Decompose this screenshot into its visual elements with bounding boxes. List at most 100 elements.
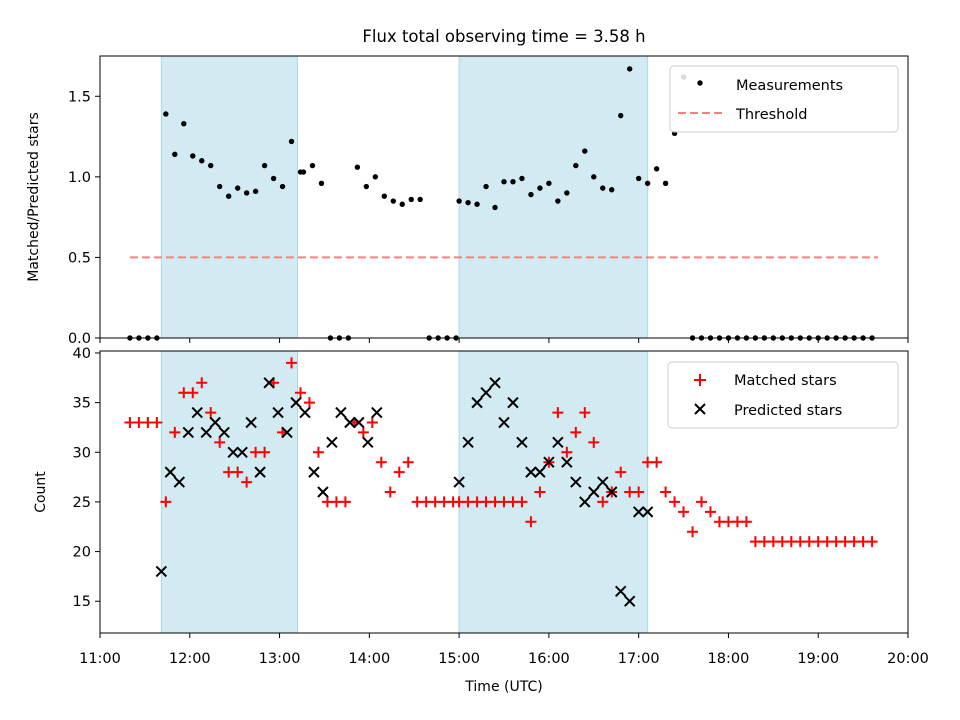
measurement-point — [573, 162, 579, 169]
predicted-marker — [579, 496, 591, 508]
measurement-point — [546, 180, 552, 187]
measurement-point — [501, 178, 507, 185]
predicted-marker — [299, 406, 311, 419]
x-tick-label: 19:00 — [797, 651, 839, 667]
predicted-marker — [254, 466, 266, 478]
x-tick-label: 15:00 — [438, 651, 480, 667]
measurement-point — [225, 193, 232, 199]
predicted-marker — [308, 466, 320, 478]
measurement-point — [261, 162, 268, 169]
top-y-axis-label: Matched/Predicted stars — [26, 112, 42, 282]
predicted-marker — [371, 406, 383, 419]
x-tick-label: 14:00 — [348, 651, 390, 667]
measurement-point — [172, 151, 178, 157]
top-y-tick-label: 1.0 — [68, 170, 91, 186]
predicted-marker — [453, 476, 465, 488]
matched-marker — [651, 456, 663, 468]
predicted-marker — [632, 506, 645, 518]
measurement-point — [417, 196, 423, 203]
predicted-marker — [281, 426, 293, 439]
measurement-point — [399, 201, 405, 207]
measurement-point — [318, 180, 325, 187]
matched-marker — [402, 456, 414, 468]
predicted-marker — [317, 486, 329, 498]
predicted-marker — [173, 476, 186, 488]
measurement-point — [363, 183, 370, 190]
chart-title: Flux total observing time = 3.58 h — [362, 27, 645, 46]
matched-marker — [375, 456, 387, 468]
legend-measurements-label: Measurements — [736, 78, 843, 94]
bottom-legend: Matched stars Predicted stars — [667, 361, 899, 429]
matched-marker — [704, 506, 716, 518]
x-tick-label: 17:00 — [618, 651, 660, 667]
predicted-marker — [462, 436, 474, 449]
matched-marker — [232, 466, 244, 478]
predicted-marker — [362, 436, 374, 449]
measurement-point — [372, 174, 379, 180]
matched-marker — [687, 526, 699, 538]
top-axes-frame — [99, 55, 909, 339]
measurement-point — [591, 174, 597, 180]
matched-marker — [393, 466, 405, 478]
predicted-marker — [155, 565, 168, 578]
predicted-marker — [200, 426, 212, 439]
matched-marker — [169, 426, 181, 438]
measurement-point — [309, 162, 316, 169]
matched-marker — [696, 496, 708, 508]
predicted-marker — [209, 416, 221, 429]
bottom-y-tick-label: 35 — [73, 396, 91, 412]
predicted-marker — [326, 436, 338, 449]
measurement-point — [635, 175, 642, 182]
measurement-point — [465, 199, 471, 206]
legend-matched-label: Matched stars — [734, 373, 837, 389]
predicted-marker — [353, 416, 365, 429]
bottom-axes-frame — [99, 350, 909, 634]
matched-marker — [561, 446, 573, 458]
measurement-point — [252, 188, 259, 195]
measurement-point — [217, 183, 223, 190]
legend-threshold-label: Threshold — [735, 107, 807, 123]
bottom-shaded-intervals — [160, 350, 649, 634]
matched-marker — [187, 387, 199, 399]
measurement-point — [483, 183, 489, 190]
predicted-marker — [471, 396, 483, 409]
legend-predicted-marker — [694, 403, 706, 415]
measurement-point — [354, 164, 361, 170]
predicted-marker — [623, 595, 636, 607]
predicted-series — [155, 377, 654, 607]
top-y-ticks: 0.0 0.5 1.0 1.5 — [68, 89, 100, 347]
measurement-point — [582, 148, 588, 154]
matched-marker — [516, 496, 528, 508]
predicted-marker — [344, 416, 356, 429]
measurement-point — [600, 185, 606, 191]
legend-measurement-marker — [697, 80, 703, 86]
measurement-point — [190, 153, 196, 159]
measurement-point — [181, 120, 187, 127]
matched-marker — [525, 516, 537, 528]
x-tick-label: 16:00 — [528, 651, 570, 667]
matched-marker — [259, 446, 271, 458]
matched-marker — [615, 466, 627, 478]
matched-marker — [633, 486, 645, 498]
predicted-marker — [507, 396, 519, 409]
predicted-marker — [218, 426, 230, 439]
predicted-marker — [543, 456, 555, 468]
x-tick-label: 20:00 — [887, 651, 929, 667]
measurement-point — [300, 169, 307, 175]
measurement-point — [270, 175, 277, 182]
matched-marker — [312, 446, 324, 458]
bottom-y-tick-label: 40 — [73, 346, 91, 362]
top-y-tick-label: 1.5 — [68, 89, 91, 105]
matched-marker — [552, 407, 564, 419]
predicted-marker — [534, 466, 546, 478]
measurement-point — [618, 112, 624, 119]
matched-marker — [366, 416, 378, 428]
legend-matched-marker — [694, 374, 706, 386]
predicted-marker — [606, 486, 618, 498]
measurement-point — [519, 175, 525, 182]
measurement-point — [408, 196, 414, 203]
top-x-ticks — [99, 338, 909, 343]
x-tick-label: 18:00 — [708, 651, 750, 667]
measurement-point — [199, 158, 205, 164]
measurement-point — [510, 178, 516, 185]
